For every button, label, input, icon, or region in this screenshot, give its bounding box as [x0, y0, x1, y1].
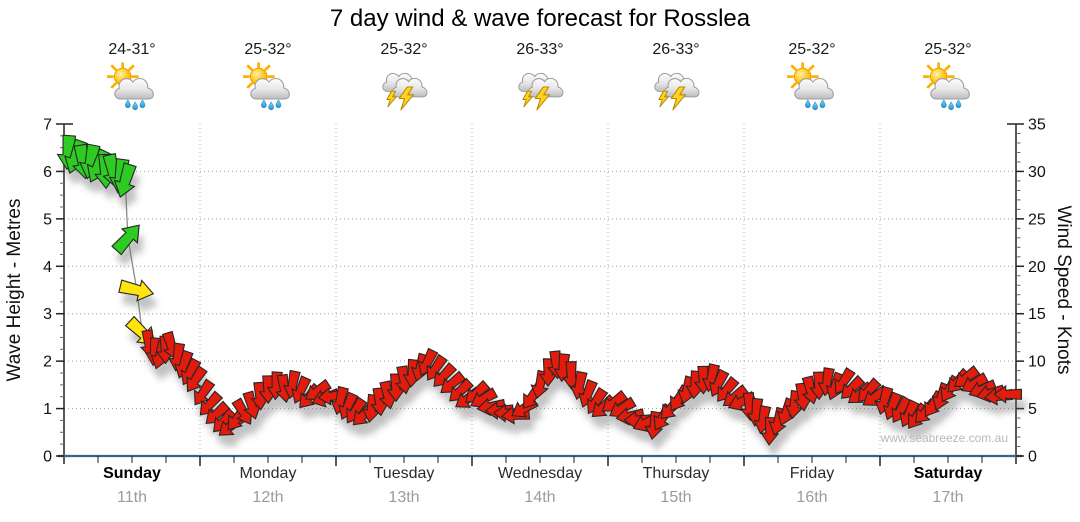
day-name: Monday	[239, 465, 297, 482]
svg-text:30: 30	[1028, 164, 1046, 181]
svg-text:0: 0	[1028, 449, 1037, 466]
day-date: 16th	[796, 489, 828, 506]
day-temp: 24-31°	[108, 41, 156, 58]
svg-text:15: 15	[1028, 306, 1046, 323]
svg-text:3: 3	[43, 306, 52, 323]
day-temp: 26-33°	[652, 41, 700, 58]
svg-text:6: 6	[43, 164, 52, 181]
svg-text:1: 1	[43, 401, 52, 418]
svg-text:20: 20	[1028, 259, 1046, 276]
day-date: 14th	[524, 489, 556, 506]
day-name: Tuesday	[373, 465, 435, 482]
svg-text:5: 5	[1028, 401, 1037, 418]
day-temp: 25-32°	[788, 41, 836, 58]
svg-text:0: 0	[43, 449, 52, 466]
day-date: 11th	[117, 489, 147, 506]
day-date: 13th	[388, 489, 420, 506]
svg-text:10: 10	[1028, 354, 1046, 371]
h-gridlines	[64, 170, 1016, 410]
day-date: 17th	[932, 489, 964, 506]
tick-labels: 0 1 2 3 4 5 6 7 0 5 10 15 20 25 30 35	[43, 117, 1046, 466]
day-name: Saturday	[913, 465, 983, 482]
day-temp: 25-32°	[924, 41, 972, 58]
day-name: Friday	[789, 465, 835, 482]
day-temp: 25-32°	[380, 41, 428, 58]
day-name: Sunday	[103, 465, 161, 482]
day-name: Wednesday	[497, 465, 583, 482]
watermark: www.seabreeze.com.au	[880, 431, 1008, 445]
svg-text:2: 2	[43, 354, 52, 371]
day-name: Thursday	[642, 465, 710, 482]
svg-text:35: 35	[1028, 117, 1046, 134]
wind-arrows	[57, 135, 1022, 445]
svg-text:5: 5	[43, 211, 52, 228]
axis-ticks	[56, 123, 1024, 466]
svg-text:25: 25	[1028, 211, 1046, 228]
svg-text:7: 7	[43, 117, 52, 134]
svg-text:4: 4	[43, 259, 52, 276]
day-date: 15th	[660, 489, 692, 506]
day-temp: 26-33°	[516, 41, 564, 58]
plot-area: 0 1 2 3 4 5 6 7 0 5 10 15 20 25 30 35	[43, 117, 1046, 466]
day-temp: 25-32°	[244, 41, 292, 58]
page-title: 7 day wind & wave forecast for Rosslea	[329, 5, 751, 32]
day-date: 12th	[252, 489, 284, 506]
